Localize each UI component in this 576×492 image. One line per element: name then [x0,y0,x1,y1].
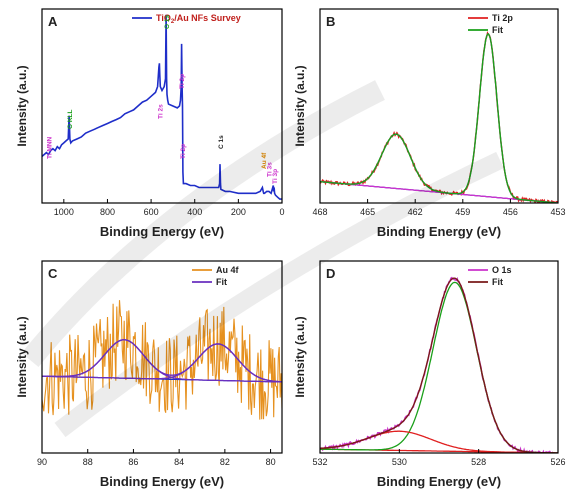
peak-annotation: C 1s [218,135,225,149]
legend-label: Fit [216,277,227,287]
x-tick-label: 200 [231,207,246,217]
x-tick-label: 453 [550,207,565,217]
raw-data-line [320,276,558,453]
x-axis-label: Binding Energy (eV) [377,224,501,239]
plot-frame [319,8,559,204]
plot-area [42,14,282,200]
watermark-stroke [21,80,385,367]
peak-annotation: Ti 2p [179,74,186,89]
fit-line [320,277,558,453]
plot-area [42,300,282,420]
component-peak-1 [320,281,558,453]
plot-frame [319,260,559,454]
peak-annotation: Ti 3s [266,162,273,177]
y-axis-label: Intensity (a.u.) [293,65,307,146]
panel-letter: D [326,266,335,281]
x-axis-label: Binding Energy (eV) [377,474,501,489]
x-axis-label: Binding Energy (eV) [100,224,224,239]
peak-annotation: Ti MNN [47,136,54,159]
plot-frame [41,260,283,454]
legend: Ti 2p Fit [468,13,513,35]
x-tick-label: 800 [100,207,115,217]
x-tick-label: 400 [187,207,202,217]
x-tick-label: 526 [550,457,565,467]
watermark-stroke [54,151,504,438]
peak-annotation: O 1s [164,15,171,29]
y-axis-label: Intensity (a.u.) [293,316,307,397]
panel-letter: C [48,266,58,281]
x-tick-label: 600 [144,207,159,217]
series-line [42,14,282,200]
x-tick-label: 88 [83,457,93,467]
x-tick-label: 456 [503,207,518,217]
panel-letter: B [326,14,335,29]
panel-d: 532 530 528 526 Binding Energy (eV) Intensity… [293,260,566,489]
legend-label: Fit [492,277,503,287]
legend: O 1s Fit [468,265,512,287]
y-axis-label: Intensity (a.u.) [15,65,29,146]
legend-label: Fit [492,25,503,35]
legend-label: TiO2/Au NFs Survey [156,13,241,25]
peak-annotation: O KLL [67,109,74,129]
x-tick-label: 459 [455,207,470,217]
panel-letter: A [48,14,58,29]
raw-data-line [320,30,558,203]
x-tick-label: 532 [312,457,327,467]
x-tick-label: 84 [174,457,184,467]
legend: TiO2/Au NFs Survey [132,13,241,25]
legend-label: O 1s [492,265,512,275]
x-tick-label: 86 [128,457,138,467]
peak-annotation: Ti 2s [157,104,164,119]
panel-b: 468 465 462 459 456 453 Binding Energy (eV) Int… [293,8,566,239]
x-tick-label: 90 [37,457,47,467]
x-tick-label: 1000 [54,207,74,217]
component-peak-1 [320,33,558,203]
panel-c: 90 88 86 84 82 80 Binding Energy (eV) Intensity… [15,260,283,489]
peak-annotation: Ti 3p [272,169,279,184]
watermark [21,80,504,438]
fit-line [320,33,558,203]
legend-label: Ti 2p [492,13,513,23]
panel-a: 1000 800 600 400 200 0 Binding Energy (eV) Inte… [15,8,285,239]
fit-line [42,339,282,383]
x-tick-label: 82 [220,457,230,467]
x-axis-label: Binding Energy (eV) [100,474,224,489]
peak-annotation: Au 4f [261,152,268,169]
plot-area [320,30,558,203]
x-tick-label: 530 [392,457,407,467]
peak-annotation: Ti 2p [180,144,187,159]
y-axis-label: Intensity (a.u.) [15,316,29,397]
plot-frame [41,8,283,204]
x-tick-label: 468 [312,207,327,217]
x-tick-label: 528 [471,457,486,467]
raw-data-line [42,300,282,420]
x-tick-label: 80 [266,457,276,467]
x-tick-label: 465 [360,207,375,217]
x-tick-label: 462 [408,207,423,217]
plot-area [320,276,558,453]
legend: Au 4f Fit [192,265,240,287]
legend-label: Au 4f [216,265,240,275]
x-tick-label: 0 [279,207,284,217]
